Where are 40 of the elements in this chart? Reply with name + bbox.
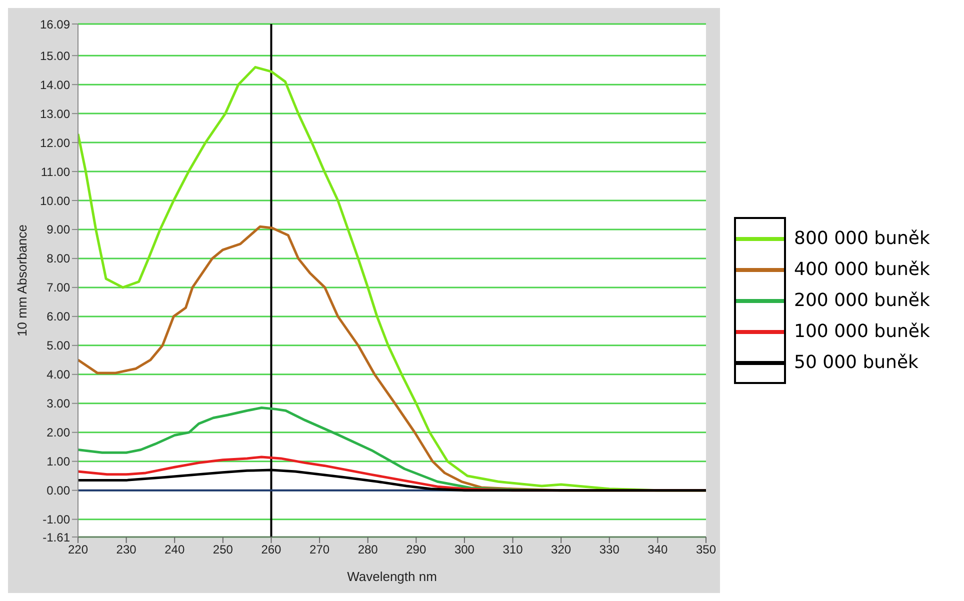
y-tick-label: 12.00 <box>40 136 70 150</box>
x-tick-label: 340 <box>648 542 668 557</box>
y-tick-label: 3.00 <box>46 396 70 411</box>
y-tick-label: 10.00 <box>40 194 70 208</box>
legend-label: 50 000 buněk <box>794 351 920 375</box>
y-tick-label: 1.00 <box>46 454 70 469</box>
x-tick-label: 350 <box>696 542 716 557</box>
y-tick-label: 4.00 <box>46 368 70 382</box>
y-tick-label: 2.00 <box>46 426 70 440</box>
y-tick-label: 9.00 <box>46 222 70 237</box>
x-tick-label: 240 <box>164 542 185 557</box>
x-tick-label: 260 <box>261 542 282 557</box>
legend-label: 800 000 buněk <box>794 227 930 251</box>
legend-label: 100 000 buněk <box>794 320 930 344</box>
x-tick-label: 280 <box>358 542 378 557</box>
x-tick-label: 300 <box>454 542 475 557</box>
y-tick-label: 6.00 <box>46 310 70 324</box>
y-tick-label: 11.00 <box>40 164 70 179</box>
y-tick-label: 16.09 <box>40 17 70 32</box>
y-axis-title: 10 mm Absorbance <box>14 224 30 337</box>
x-tick-label: 290 <box>406 542 426 557</box>
x-tick-label: 220 <box>68 542 88 557</box>
x-tick-label: 310 <box>502 542 524 557</box>
x-tick-label: 270 <box>310 542 330 557</box>
x-tick-label: 230 <box>116 542 137 557</box>
y-tick-label: -1.61 <box>42 530 70 544</box>
legend-label: 400 000 buněk <box>794 258 930 282</box>
x-tick-label: 320 <box>551 542 572 557</box>
x-tick-label: 330 <box>599 542 620 557</box>
y-tick-label: 14.00 <box>40 78 70 92</box>
y-tick-label: 7.00 <box>46 280 70 295</box>
y-tick-label: 15.00 <box>40 48 70 63</box>
y-tick-label: -1.00 <box>42 512 70 527</box>
y-tick-label: 8.00 <box>46 252 70 266</box>
x-axis-title: Wavelength nm <box>347 569 437 584</box>
y-tick-label: 0.00 <box>46 484 70 498</box>
y-tick-label: 13.00 <box>40 106 70 121</box>
y-tick-label: 5.00 <box>46 338 70 353</box>
x-tick-label: 250 <box>212 542 234 557</box>
legend-label: 200 000 buněk <box>794 289 930 313</box>
